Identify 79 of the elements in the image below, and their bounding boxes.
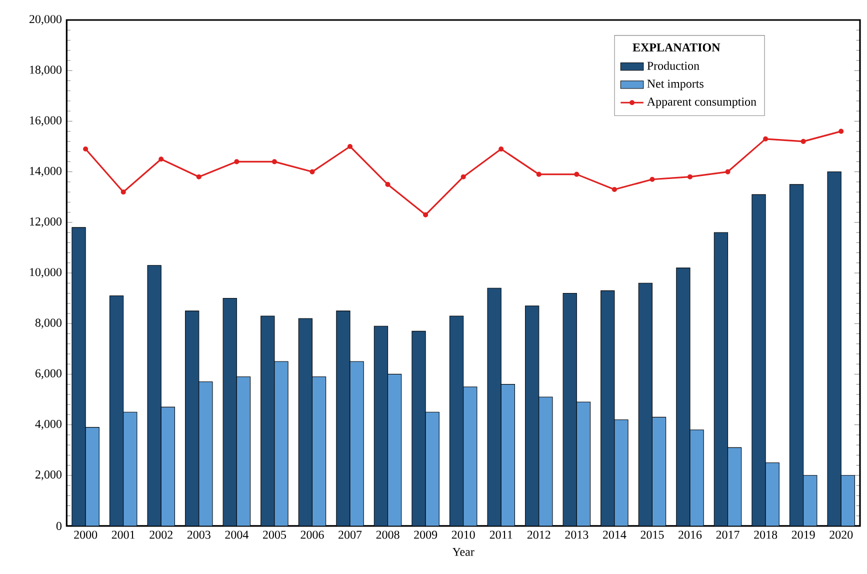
bar: [312, 376, 326, 526]
x-tick-label: 2013: [565, 530, 588, 539]
bar: [728, 447, 742, 526]
point: [536, 172, 542, 177]
point: [234, 159, 240, 164]
point: [687, 174, 693, 180]
x-tick-label: 2011: [490, 530, 512, 539]
bar: [652, 416, 666, 526]
point: [574, 172, 580, 177]
bar: [576, 402, 591, 526]
bar: [198, 382, 213, 526]
x-tick-label: 2005: [262, 530, 286, 539]
bar: [463, 386, 478, 526]
y-tick-label: 6,000: [35, 369, 62, 380]
bar: [538, 396, 553, 526]
x-tick-label: 2015: [640, 530, 664, 539]
point: [460, 174, 466, 180]
y-tick-label: 8,000: [35, 318, 62, 328]
x-tick-label: 2002: [150, 530, 172, 539]
y-tick-label: 20,000: [29, 15, 62, 25]
point: [120, 189, 126, 195]
x-tick-label: 2000: [74, 530, 98, 539]
x-tick-label: 2001: [112, 530, 135, 539]
y-tick-label: 10,000: [30, 268, 62, 278]
bar: [85, 427, 100, 526]
bar: [350, 361, 364, 526]
legend-label: Apparent consumption: [647, 98, 756, 108]
legend-title: EXPLANATION: [632, 43, 720, 52]
point: [498, 146, 504, 152]
point: [310, 169, 315, 174]
x-tick-label: 2018: [754, 530, 778, 539]
bar: [236, 376, 251, 526]
point: [612, 186, 617, 192]
bar: [274, 361, 288, 526]
bar: [803, 475, 818, 526]
bar: [690, 430, 704, 526]
x-tick-label: 2010: [452, 530, 475, 539]
x-tick-label: 2006: [300, 530, 324, 539]
point: [423, 212, 428, 218]
point: [800, 138, 806, 144]
y-tick-label: 14,000: [30, 166, 62, 177]
bar: [160, 406, 175, 526]
legend-label: Production: [647, 61, 700, 70]
x-tick-label: 2020: [830, 530, 853, 539]
x-tick-label: 2003: [187, 530, 210, 539]
y-tick-label: 0: [56, 522, 62, 530]
x-tick-label: 2017: [716, 530, 740, 539]
y-tick-label: 18,000: [30, 66, 62, 76]
point: [272, 159, 277, 164]
x-axis-title: Year: [452, 548, 474, 556]
x-tick-label: 2007: [338, 530, 362, 539]
point: [725, 169, 730, 174]
point: [385, 182, 390, 187]
bar: [500, 384, 515, 526]
point: [650, 176, 655, 182]
y-tick-label: 2,000: [35, 470, 62, 480]
point: [158, 156, 164, 162]
point: [763, 136, 768, 142]
point: [83, 146, 88, 152]
x-tick-label: 2008: [376, 530, 400, 539]
point: [196, 174, 202, 180]
x-tick-label: 2012: [527, 530, 550, 539]
bar: [840, 475, 855, 526]
x-tick-label: 2014: [602, 530, 626, 539]
bar: [388, 374, 402, 526]
y-tick-label: 4,000: [35, 420, 62, 430]
bar: [614, 419, 628, 526]
x-tick-label: 2004: [225, 530, 248, 539]
y-tick-label: 12,000: [30, 217, 62, 228]
bar: [425, 412, 440, 526]
y-tick-label: 16,000: [30, 116, 62, 126]
x-tick-label: 2016: [678, 530, 702, 539]
bar: [123, 412, 138, 526]
bar: [765, 462, 780, 526]
x-tick-label: 2009: [414, 530, 438, 539]
x-tick-label: 2019: [792, 530, 815, 539]
point: [347, 144, 353, 150]
point: [838, 128, 844, 134]
legend-label: Net imports: [647, 80, 704, 90]
